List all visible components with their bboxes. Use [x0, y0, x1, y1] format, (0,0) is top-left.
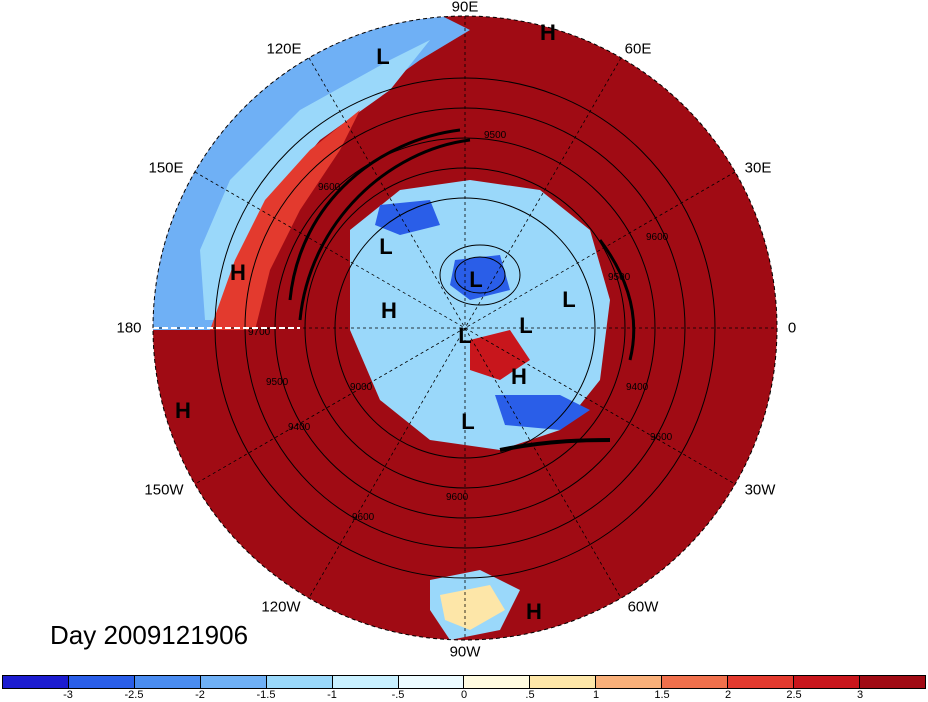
contour-value-labels: 9500 9600 9700 9500 9000 9400 9600 9400 … [248, 130, 673, 523]
cold-anomaly-region-center [350, 180, 610, 450]
colorbar-tick-label: 1 [592, 689, 600, 701]
colorbar-swatch [398, 676, 465, 688]
colorbar-swatch [859, 676, 925, 688]
day-label: Day 2009121906 [50, 620, 249, 650]
low-pressure-marker: L [519, 313, 533, 338]
map-boundary [152, 15, 778, 641]
warm-core-center [470, 330, 530, 380]
contour-label: 9500 [266, 377, 289, 388]
colorbar-tick-label: -2 [195, 689, 205, 701]
longitude-label-90e: 90E [451, 0, 479, 16]
low-pressure-marker: L [461, 409, 475, 434]
contour-label: 9600 [318, 182, 341, 193]
longitude-label-60e: 60E [624, 40, 652, 58]
colorbar-swatch [200, 676, 267, 688]
colorbar-swatch [266, 676, 333, 688]
contour-label: 9500 [484, 130, 507, 141]
high-pressure-marker: H [381, 298, 397, 323]
colorbar [2, 675, 926, 689]
colorbar-swatch [3, 676, 69, 688]
colorbar-tick-label: -3 [63, 689, 73, 701]
colorbar-tick-label: 2 [724, 689, 732, 701]
low-pressure-marker: L [376, 44, 390, 69]
colorbar-swatch [530, 676, 597, 688]
colorbar-swatch [728, 676, 795, 688]
longitude-label-150w: 150W [144, 481, 184, 499]
warm-band-west [210, 110, 360, 330]
high-pressure-marker: H [511, 364, 527, 389]
colorbar-swatch [662, 676, 729, 688]
contour-label: 9600 [646, 232, 669, 243]
colorbar-swatch [794, 676, 860, 688]
longitude-label-90w: 90W [449, 643, 481, 661]
colorbar-tick-label: 1.5 [654, 689, 670, 701]
contour-label: 9600 [446, 492, 469, 503]
contour-label: 9500 [608, 272, 631, 283]
contour-label: 9600 [352, 512, 375, 523]
longitude-label-120w: 120W [261, 598, 301, 616]
low-pressure-marker: L [379, 234, 393, 259]
longitude-label-60w: 60W [627, 598, 659, 616]
contour-label: 9400 [288, 422, 311, 433]
colorbar-swatch [134, 676, 201, 688]
colorbar-tick-label: -1 [327, 689, 337, 701]
high-pressure-marker: H [526, 599, 542, 624]
cold-core-center-1 [375, 200, 440, 235]
longitude-label-30e: 30E [744, 159, 772, 177]
colorbar-tick-label: .5 [525, 689, 535, 701]
longitude-label-30w: 30W [744, 481, 776, 499]
high-pressure-marker: H [175, 398, 191, 423]
colorbar-tick-label: -1.5 [256, 689, 276, 701]
longitude-label-150e: 150E [148, 159, 184, 177]
colorbar-tick-label: -.5 [391, 689, 405, 701]
contour-label: 9700 [248, 327, 271, 338]
cold-core-center-3 [495, 395, 590, 430]
colorbar-swatch [464, 676, 531, 688]
longitude-label-120e: 120E [266, 40, 302, 58]
cool-anomaly-region-nw [200, 40, 430, 320]
contour-label: 9400 [626, 382, 649, 393]
cool-patch-south [440, 585, 505, 630]
contour-label: 9600 [650, 432, 673, 443]
low-pressure-marker: L [562, 287, 576, 312]
high-pressure-marker: H [230, 260, 246, 285]
colorbar-tick-label: 3 [856, 689, 864, 701]
colorbar-tick-label: -2.5 [124, 689, 144, 701]
colorbar-swatch [68, 676, 135, 688]
low-pressure-marker: L [469, 267, 483, 292]
longitude-label-0: 0 [787, 319, 797, 337]
colorbar-tick-label: 2.5 [786, 689, 802, 701]
longitude-label-180: 180 [116, 319, 142, 337]
colorbar-tick-label: 0 [460, 689, 468, 701]
high-pressure-marker: H [540, 20, 556, 45]
colorbar-swatch [596, 676, 663, 688]
low-pressure-marker: L [458, 323, 472, 348]
colorbar-swatch [332, 676, 399, 688]
contour-label: 9000 [350, 382, 373, 393]
